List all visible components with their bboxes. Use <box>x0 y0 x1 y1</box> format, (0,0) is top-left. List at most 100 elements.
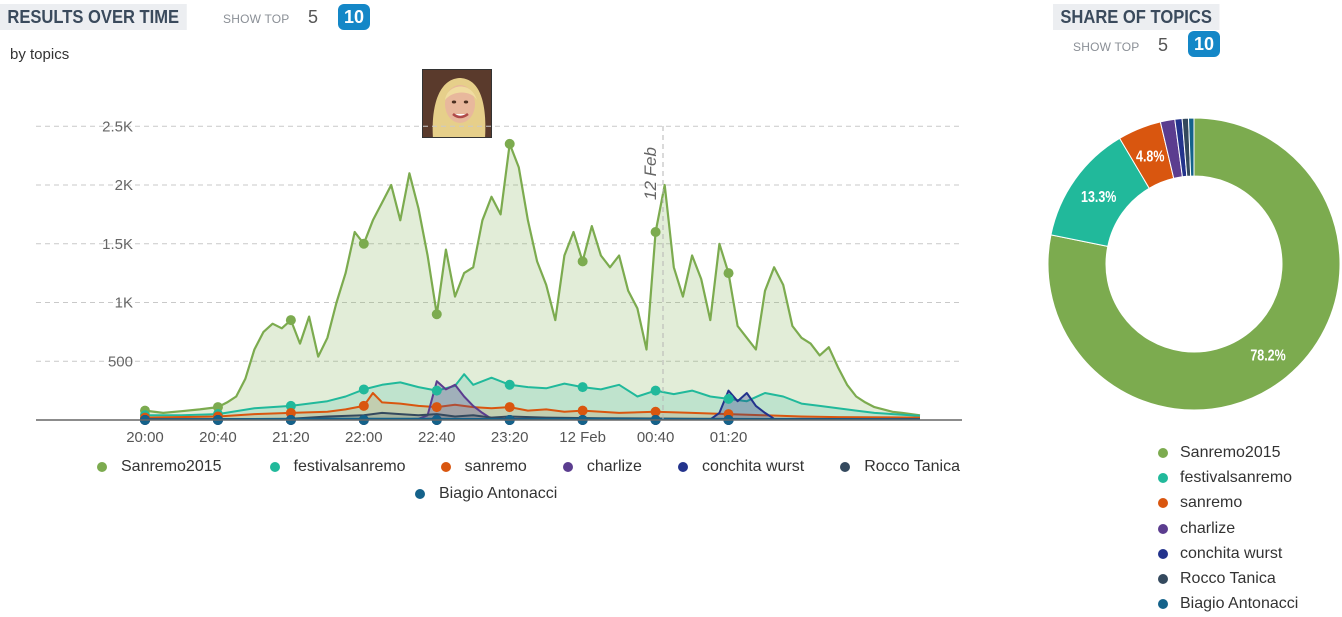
series-line-festivalsanremo[interactable] <box>145 373 921 417</box>
event-marker-label: 12 Feb <box>641 147 660 200</box>
legend-label: Rocco Tanica <box>864 458 960 475</box>
legend-dot <box>1158 472 1168 483</box>
results-legend-row-2: Biagio Antonacci <box>415 485 557 503</box>
series-marker[interactable] <box>358 400 369 411</box>
legend-dot <box>840 462 851 472</box>
legend-label: festivalsanremo <box>293 458 406 475</box>
y-tick-label: 2K <box>115 177 133 194</box>
legend-label: conchita wurst <box>1180 544 1283 562</box>
x-axis-ticks: 20:00 20:40 21:20 22:00 22:40 23:20 12 Feb 00:4… <box>126 429 747 446</box>
series-marker[interactable] <box>285 315 296 326</box>
x-tick-label: 22:00 <box>345 429 383 446</box>
series-marker[interactable] <box>285 407 296 418</box>
results-over-time-chart: 500 1K 1.5K 2K 2.5K 12 Feb 20:00 20:40 21:20 22… <box>36 118 962 446</box>
series-line-sanremo[interactable] <box>144 392 921 419</box>
x-tick-label: 23:20 <box>491 429 529 446</box>
legend-label: conchita wurst <box>701 458 805 475</box>
series-area-sanremo2015 <box>145 143 920 420</box>
chart-grid <box>36 125 962 362</box>
series-marker[interactable] <box>358 238 369 249</box>
legend-item-rocco-tanica[interactable]: Rocco Tanica <box>840 458 960 476</box>
legend-label: sanremo <box>1180 494 1243 512</box>
series-marker[interactable] <box>285 400 296 411</box>
legend-label: Biagio Antonacci <box>439 485 558 502</box>
y-tick-label: 2.5K <box>102 118 133 135</box>
legend-dot <box>1158 548 1168 559</box>
event-marker: 12 Feb <box>641 126 664 420</box>
share-legend-item-biagio-antonacci[interactable]: Biagio Antonacci <box>1158 592 1298 617</box>
x-tick-label: 22:40 <box>418 429 456 446</box>
series-marker[interactable] <box>650 385 661 396</box>
legend-dot <box>415 489 425 499</box>
legend-item-charlize[interactable]: charlize <box>562 458 642 476</box>
legend-label: Sanremo2015 <box>121 458 222 475</box>
share-legend-item-conchita-wurst[interactable]: conchita wurst <box>1158 541 1298 566</box>
series-marker[interactable] <box>650 406 661 417</box>
series-marker[interactable] <box>212 402 223 413</box>
legend-label: charlize <box>1180 519 1236 537</box>
legend-dot <box>440 462 451 472</box>
donut-slice-sanremo2015[interactable] <box>1047 117 1341 411</box>
x-tick-label: 00:40 <box>637 429 675 446</box>
results-subtitle: by topics <box>10 46 70 63</box>
legend-item-biagio-antonacci[interactable]: Biagio Antonacci <box>415 485 557 503</box>
series-marker[interactable] <box>577 405 588 416</box>
series-line-biagio-antonacci[interactable] <box>144 417 921 421</box>
series-marker[interactable] <box>577 256 588 267</box>
series-marker[interactable] <box>723 393 734 404</box>
share-show-top-label: SHOW TOP <box>1073 40 1140 54</box>
share-legend-item-sanremo[interactable]: sanremo <box>1158 491 1298 516</box>
series-marker[interactable] <box>358 384 369 395</box>
series-marker[interactable] <box>431 385 442 396</box>
legend-item-sanremo2015[interactable]: Sanremo2015 <box>97 458 222 476</box>
legend-label: charlize <box>586 458 642 475</box>
series-area-festivalsanremo <box>145 374 920 420</box>
series-marker[interactable] <box>504 402 515 413</box>
legend-dot <box>562 462 573 472</box>
x-tick-label: 20:40 <box>199 429 237 446</box>
share-legend-item-festivalsanremo[interactable]: festivalsanremo <box>1158 465 1298 490</box>
legend-dot <box>677 462 688 472</box>
share-legend-item-rocco-tanica[interactable]: Rocco Tanica <box>1158 566 1298 591</box>
legend-label: Sanremo2015 <box>1180 443 1281 461</box>
share-legend-item-charlize[interactable]: charlize <box>1158 516 1298 541</box>
series-marker[interactable] <box>504 379 515 390</box>
legend-item-sanremo[interactable]: sanremo <box>440 458 527 476</box>
series-marker[interactable] <box>431 309 442 320</box>
legend-item-festivalsanremo[interactable]: festivalsanremo <box>269 458 406 476</box>
donut-slice-label: 4.8% <box>1136 148 1165 166</box>
share-legend-item-sanremo2015[interactable]: Sanremo2015 <box>1158 440 1298 465</box>
x-tick-label: 12 Feb <box>559 429 606 446</box>
results-legend: Sanremo2015 festivalsanremo sanremo charliz… <box>97 458 960 476</box>
share-show-top-5-button[interactable]: 5 <box>1158 35 1169 55</box>
legend-dot <box>97 462 107 472</box>
series-marker[interactable] <box>723 268 734 279</box>
donut-slice-biagio-antonacci[interactable] <box>1187 117 1195 177</box>
results-show-top-10-button[interactable]: 10 <box>338 4 371 30</box>
legend-dot <box>1158 523 1168 534</box>
series-line-conchita-wurst[interactable] <box>145 389 921 421</box>
share-of-topics-title: SHARE OF TOPICS <box>1053 4 1220 30</box>
donut-slice-label: 78.2% <box>1250 347 1286 365</box>
share-show-top-10-button[interactable]: 10 <box>1188 31 1221 57</box>
x-tick-label: 20:00 <box>126 429 164 446</box>
legend-label: festivalsanremo <box>1180 468 1293 486</box>
y-tick-label: 1K <box>115 295 133 312</box>
series-marker[interactable] <box>650 227 661 237</box>
series-line-sanremo2015[interactable] <box>144 142 921 417</box>
results-show-top-5-button[interactable]: 5 <box>308 7 319 27</box>
donut-slice-label: 13.3% <box>1081 189 1117 207</box>
legend-label: sanremo <box>464 458 527 475</box>
results-show-top-label: SHOW TOP <box>223 12 290 26</box>
results-over-time-title: RESULTS OVER TIME <box>0 4 187 30</box>
x-tick-label: 21:20 <box>272 429 310 446</box>
series-marker[interactable] <box>431 402 442 413</box>
legend-dot <box>1158 498 1168 509</box>
x-tick-label: 01:20 <box>710 429 748 446</box>
series-marker[interactable] <box>577 382 588 393</box>
legend-item-conchita-wurst[interactable]: conchita wurst <box>677 458 805 476</box>
legend-label: Rocco Tanica <box>1180 570 1276 588</box>
series-marker[interactable] <box>504 138 515 149</box>
y-axis-ticks: 500 1K 1.5K 2K 2.5K <box>102 118 133 370</box>
y-tick-label: 1.5K <box>102 236 133 253</box>
